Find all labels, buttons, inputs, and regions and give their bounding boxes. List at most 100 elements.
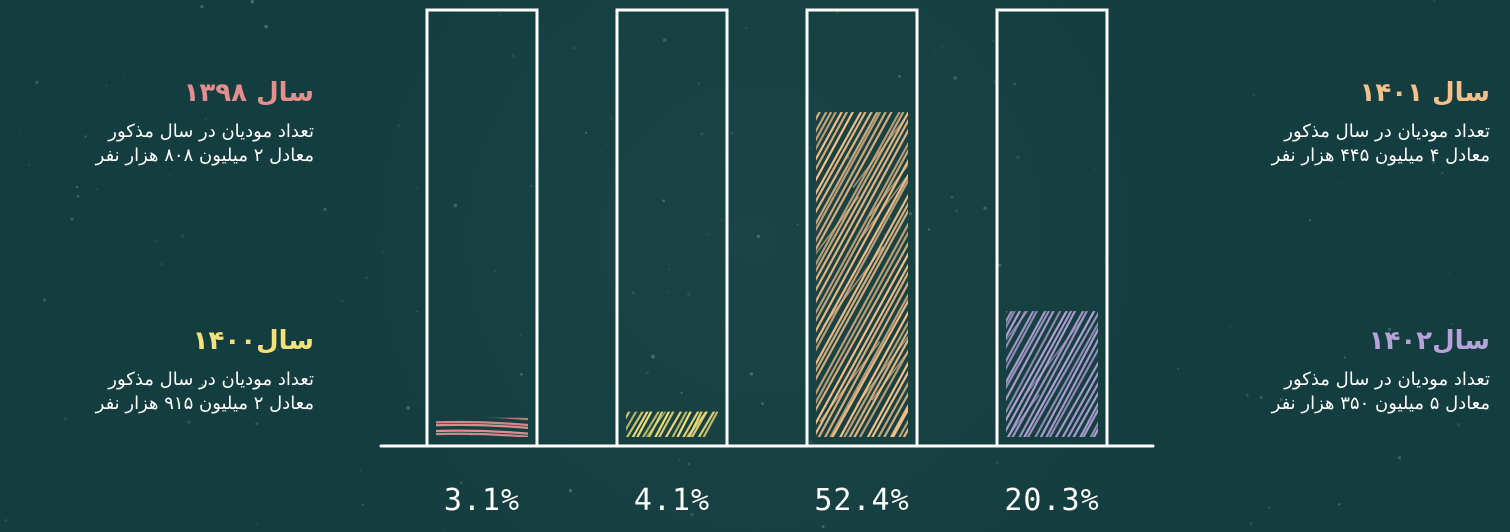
chalk-speck bbox=[721, 219, 723, 222]
chalk-speck bbox=[941, 44, 944, 48]
legend-desc-line1-1402: تعداد مودیان در سال مذکور bbox=[1284, 369, 1490, 390]
chalk-speck bbox=[382, 251, 384, 253]
chalk-speck bbox=[362, 503, 365, 506]
legend-title-1402: سال۱۴۰۲ bbox=[1368, 326, 1490, 356]
chalk-speck bbox=[1349, 301, 1351, 304]
chalk-speck bbox=[739, 297, 742, 300]
legend-desc-line2-1398: معادل ۲ میلیون ۸۰۸ هزار نفر bbox=[95, 145, 314, 166]
chalk-speck bbox=[934, 52, 937, 54]
chalk-dust bbox=[0, 0, 1463, 532]
legend-title-1400: سال۱۴۰۰ bbox=[192, 326, 314, 356]
chalk-speck bbox=[599, 150, 602, 152]
chalk-speck bbox=[301, 279, 304, 282]
chalk-speck bbox=[749, 372, 754, 376]
chalk-speck bbox=[154, 239, 158, 243]
chalk-speck bbox=[883, 233, 886, 236]
chalk-speck bbox=[180, 234, 185, 239]
chalk-speck bbox=[187, 420, 191, 424]
chalk-speck bbox=[730, 132, 734, 135]
chalk-speck bbox=[1397, 456, 1402, 460]
chalk-speck bbox=[4, 519, 8, 522]
chalk-speck bbox=[700, 132, 704, 136]
chalk-speck bbox=[1246, 394, 1249, 397]
chalk-speck bbox=[250, 0, 255, 4]
chalk-speck bbox=[821, 525, 825, 529]
chalk-speck bbox=[796, 223, 799, 226]
chalk-speck bbox=[585, 131, 588, 134]
chalk-speck bbox=[276, 348, 279, 351]
chalk-speck bbox=[359, 469, 362, 472]
legend-1401: سال ۱۴۰۱ تعداد مودیان در سال مذکور معادل… bbox=[1272, 76, 1490, 168]
chalk-speck bbox=[1279, 398, 1283, 401]
chalk-speck bbox=[1343, 356, 1347, 359]
chalk-speck bbox=[122, 75, 125, 78]
chalk-speck bbox=[953, 76, 958, 80]
chalk-speck bbox=[631, 291, 635, 295]
chalk-speck bbox=[365, 276, 368, 280]
chalk-speck bbox=[1228, 325, 1232, 329]
legend-desc-line2-1401: معادل ۴ میلیون ۴۴۵ هزار نفر bbox=[1271, 145, 1490, 166]
bar-fill bbox=[436, 417, 528, 437]
chalk-speck bbox=[1308, 219, 1312, 222]
legend-title-1398: سال ۱۳۹۸ bbox=[183, 78, 314, 108]
chalk-speck bbox=[997, 263, 1002, 268]
chalk-speck bbox=[75, 186, 79, 189]
chalk-speck bbox=[1433, 0, 1436, 3]
legend-1402: سال۱۴۰۲ تعداد مودیان در سال مذکور معادل … bbox=[1272, 324, 1490, 416]
legend-desc-line1-1401: تعداد مودیان در سال مذکور bbox=[1284, 121, 1490, 142]
chalk-speck bbox=[1340, 182, 1343, 185]
chalk-speck bbox=[169, 173, 171, 176]
chalk-speck bbox=[530, 185, 532, 187]
chalk-speck bbox=[568, 489, 573, 493]
chalk-speck bbox=[987, 3, 989, 5]
chalk-speck bbox=[809, 440, 813, 444]
chalk-speck bbox=[1177, 367, 1179, 370]
chalk-speck bbox=[255, 422, 259, 425]
chalk-speck bbox=[1211, 218, 1213, 220]
value-label: 3.1% bbox=[444, 483, 520, 518]
chalk-speck bbox=[416, 310, 419, 313]
chalk-speck bbox=[223, 88, 226, 91]
chalk-speck bbox=[954, 209, 959, 213]
chalk-speck bbox=[1013, 82, 1017, 86]
chalk-speck bbox=[809, 147, 812, 150]
chalk-speck bbox=[889, 217, 891, 220]
chalk-speck bbox=[76, 195, 80, 198]
bar-fill bbox=[626, 411, 718, 437]
chalk-speck bbox=[927, 228, 931, 231]
chalk-speck bbox=[687, 292, 691, 297]
chalk-speck bbox=[1451, 323, 1454, 326]
chalk-speck bbox=[836, 11, 839, 14]
chalk-speck bbox=[1093, 169, 1096, 171]
chalk-speck bbox=[204, 117, 207, 121]
chalk-speck bbox=[459, 481, 463, 485]
chalk-speck bbox=[996, 461, 999, 464]
chalk-speck bbox=[690, 512, 695, 517]
chalk-speck bbox=[761, 402, 765, 406]
chalk-speck bbox=[264, 24, 269, 29]
value-label: 20.3% bbox=[1004, 483, 1099, 518]
bar-outline bbox=[615, 8, 729, 448]
chalk-speck bbox=[756, 234, 761, 239]
bar-outline bbox=[425, 8, 539, 448]
chalk-speck bbox=[543, 132, 545, 135]
value-label: 52.4% bbox=[814, 483, 909, 518]
chalk-speck bbox=[1063, 7, 1065, 9]
legend-desc-line1-1400: تعداد مودیان در سال مذکور bbox=[108, 369, 314, 390]
chalk-speck bbox=[1259, 395, 1263, 400]
chalk-speck bbox=[1387, 327, 1392, 332]
chalk-speck bbox=[498, 13, 500, 16]
legend-desc-line2-1400: معادل ۲ میلیون ۹۱۵ هزار نفر bbox=[95, 393, 314, 414]
chalk-speck bbox=[95, 188, 98, 191]
chalk-speck bbox=[1448, 273, 1450, 275]
chalk-speck bbox=[84, 135, 87, 138]
chalk-speck bbox=[668, 268, 670, 271]
chalk-speck bbox=[687, 462, 691, 466]
legend-desc-line2-1402: معادل ۵ میلیون ۳۵۰ هزار نفر bbox=[1271, 393, 1490, 414]
bars-group bbox=[425, 8, 1109, 448]
chalk-speck bbox=[27, 163, 31, 167]
chalk-speck bbox=[572, 46, 576, 50]
chalk-speck bbox=[115, 467, 118, 470]
chalk-speck bbox=[1431, 159, 1436, 164]
